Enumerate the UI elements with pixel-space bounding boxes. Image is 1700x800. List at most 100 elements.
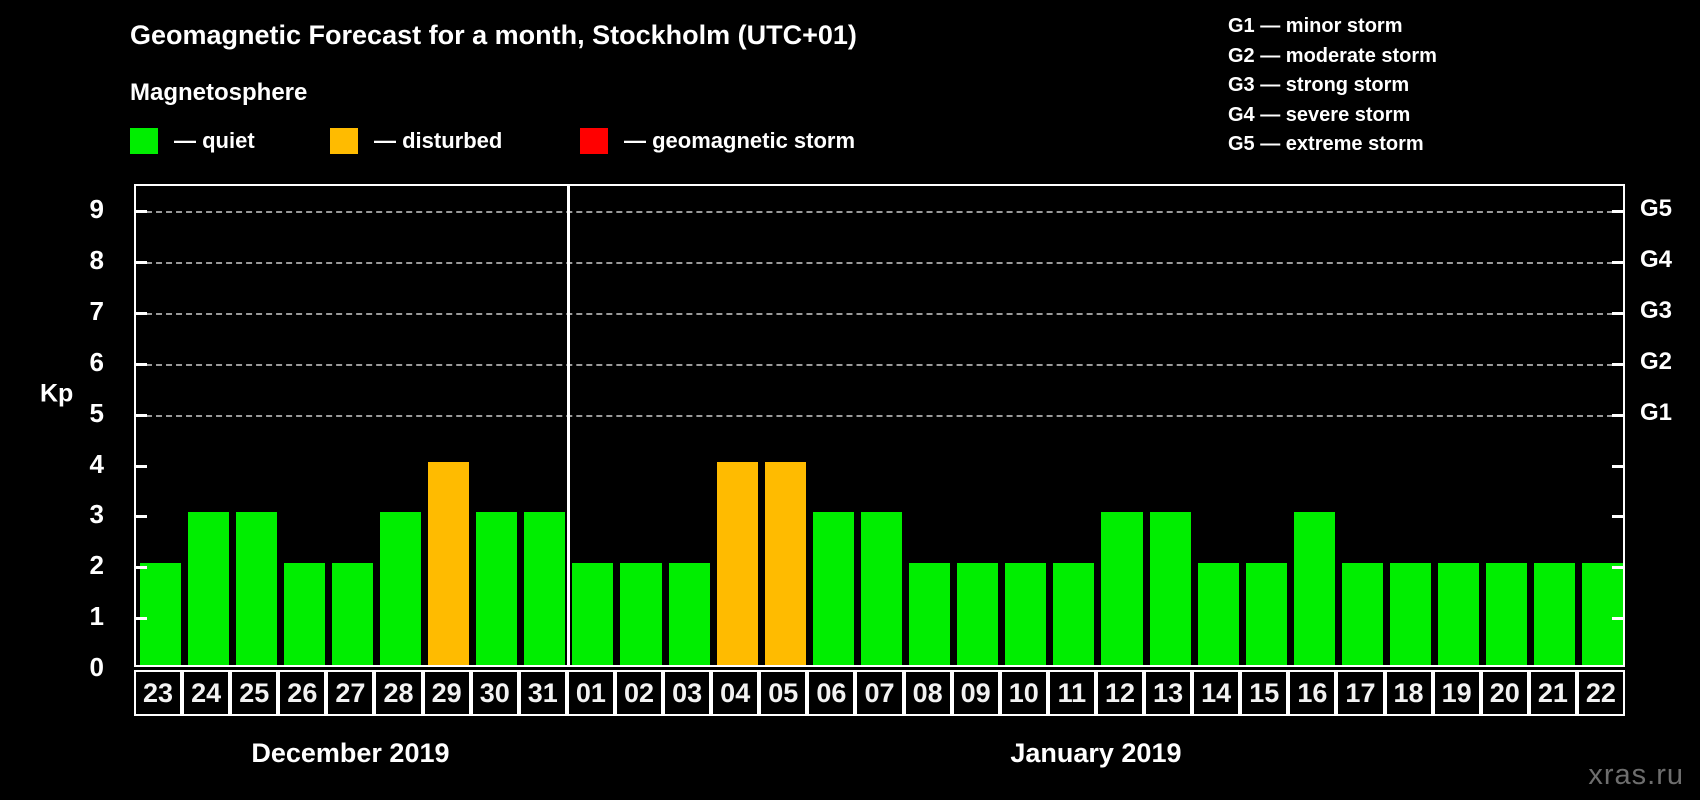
bar-day-28[interactable] — [379, 512, 422, 665]
y-tick-3 — [136, 515, 147, 519]
bar-day-02[interactable] — [620, 563, 662, 665]
day-label-17[interactable]: 17 — [1336, 670, 1385, 716]
y-tick-right-5 — [1612, 413, 1623, 417]
bar-day-09[interactable] — [957, 563, 999, 665]
day-label-22[interactable]: 22 — [1576, 670, 1625, 716]
y-tick-label-9: 9 — [89, 194, 104, 225]
chart-subtitle: Magnetosphere — [130, 79, 308, 106]
day-label-23[interactable]: 23 — [134, 670, 183, 716]
bar-day-04[interactable] — [716, 461, 758, 665]
storm-scale-row-1: G1 — minor storm — [1228, 15, 1403, 37]
day-label-06[interactable]: 06 — [807, 670, 856, 716]
bar-day-27[interactable] — [331, 563, 373, 665]
y-tick-right-8 — [1612, 261, 1623, 265]
day-label-19[interactable]: 19 — [1432, 670, 1481, 716]
legend-item-1: — disturbed — [330, 126, 502, 156]
red-square-icon — [580, 128, 608, 154]
month-caption-1: January 2019 — [1010, 738, 1182, 768]
day-label-27[interactable]: 27 — [326, 670, 375, 716]
y-tick-right-4 — [1612, 464, 1623, 468]
y-tick-label-7: 7 — [89, 296, 104, 327]
g-tick-label-G5: G5 — [1640, 195, 1673, 223]
bar-day-14[interactable] — [1197, 563, 1239, 665]
day-label-07[interactable]: 07 — [855, 670, 904, 716]
day-label-16[interactable]: 16 — [1288, 670, 1337, 716]
bar-day-16[interactable] — [1293, 512, 1335, 665]
legend-label: — geomagnetic storm — [624, 128, 856, 153]
day-label-15[interactable]: 15 — [1240, 670, 1289, 716]
day-label-21[interactable]: 21 — [1528, 670, 1577, 716]
g-tick-label-G4: G4 — [1640, 246, 1673, 274]
y-tick-6 — [136, 362, 147, 366]
bar-day-23[interactable] — [139, 563, 181, 665]
bar-day-26[interactable] — [283, 563, 325, 665]
g-tick-label-G1: G1 — [1640, 398, 1673, 426]
y-tick-8 — [136, 261, 147, 265]
bar-day-13[interactable] — [1149, 512, 1191, 665]
bar-day-05[interactable] — [764, 461, 806, 665]
gridline-kp-8 — [136, 262, 1623, 265]
day-label-31[interactable]: 31 — [518, 670, 567, 716]
day-label-29[interactable]: 29 — [422, 670, 471, 716]
day-label-25[interactable]: 25 — [230, 670, 279, 716]
day-label-01[interactable]: 01 — [566, 670, 615, 716]
g-tick-label-G2: G2 — [1640, 347, 1673, 375]
y-tick-label-2: 2 — [89, 550, 104, 581]
day-label-11[interactable]: 11 — [1047, 670, 1096, 716]
bar-day-01[interactable] — [572, 563, 614, 665]
day-label-18[interactable]: 18 — [1384, 670, 1433, 716]
day-label-14[interactable]: 14 — [1192, 670, 1241, 716]
day-label-04[interactable]: 04 — [711, 670, 760, 716]
y-tick-label-3: 3 — [89, 499, 104, 530]
day-label-12[interactable]: 12 — [1095, 670, 1145, 716]
day-label-20[interactable]: 20 — [1480, 670, 1529, 716]
bar-day-10[interactable] — [1005, 563, 1047, 665]
storm-scale-row-2: G2 — moderate storm — [1228, 44, 1437, 67]
bar-day-17[interactable] — [1341, 563, 1383, 665]
orange-square-icon — [330, 128, 358, 154]
y-tick-7 — [136, 312, 147, 316]
bar-day-08[interactable] — [909, 563, 951, 665]
bar-day-31[interactable] — [524, 512, 566, 665]
bar-day-22[interactable] — [1582, 563, 1624, 665]
day-label-24[interactable]: 24 — [182, 670, 231, 716]
y-tick-right-9 — [1612, 210, 1623, 214]
day-label-03[interactable]: 03 — [663, 670, 712, 716]
bar-day-29[interactable] — [428, 461, 470, 665]
y-tick-5 — [136, 413, 147, 417]
bar-day-11[interactable] — [1053, 563, 1095, 665]
y-tick-right-1 — [1612, 617, 1623, 621]
day-label-05[interactable]: 05 — [759, 670, 808, 716]
day-label-09[interactable]: 09 — [951, 670, 1000, 716]
y-tick-2 — [136, 566, 147, 570]
day-label-02[interactable]: 02 — [614, 670, 664, 716]
y-tick-label-8: 8 — [89, 245, 104, 276]
day-label-08[interactable]: 08 — [903, 670, 952, 716]
day-label-26[interactable]: 26 — [278, 670, 327, 716]
day-label-10[interactable]: 10 — [999, 670, 1048, 716]
bar-day-20[interactable] — [1486, 563, 1528, 665]
storm-scale-legend: G1 — minor storm G2 — moderate storm G3 — … — [1228, 12, 1437, 160]
bar-day-25[interactable] — [235, 512, 277, 665]
green-square-icon — [130, 128, 158, 154]
bar-day-07[interactable] — [860, 512, 903, 665]
day-label-28[interactable]: 28 — [374, 670, 423, 716]
bar-day-18[interactable] — [1390, 563, 1432, 665]
bar-day-12[interactable] — [1101, 512, 1143, 665]
day-label-13[interactable]: 13 — [1144, 670, 1193, 716]
bar-day-24[interactable] — [187, 512, 229, 665]
bar-day-03[interactable] — [668, 563, 710, 665]
bar-day-15[interactable] — [1245, 563, 1287, 665]
watermark: xras.ru — [1588, 759, 1684, 791]
gridline-kp-5 — [136, 414, 1623, 417]
bar-day-19[interactable] — [1438, 563, 1480, 665]
bar-day-21[interactable] — [1534, 563, 1576, 665]
y-axis-title: Kp — [40, 379, 74, 408]
bar-day-06[interactable] — [812, 512, 854, 665]
storm-scale-row-3: G3 — strong storm — [1228, 74, 1410, 96]
day-label-30[interactable]: 30 — [470, 670, 519, 716]
y-tick-right-6 — [1612, 362, 1623, 366]
bar-day-30[interactable] — [476, 512, 518, 665]
bar-series — [136, 186, 1624, 665]
